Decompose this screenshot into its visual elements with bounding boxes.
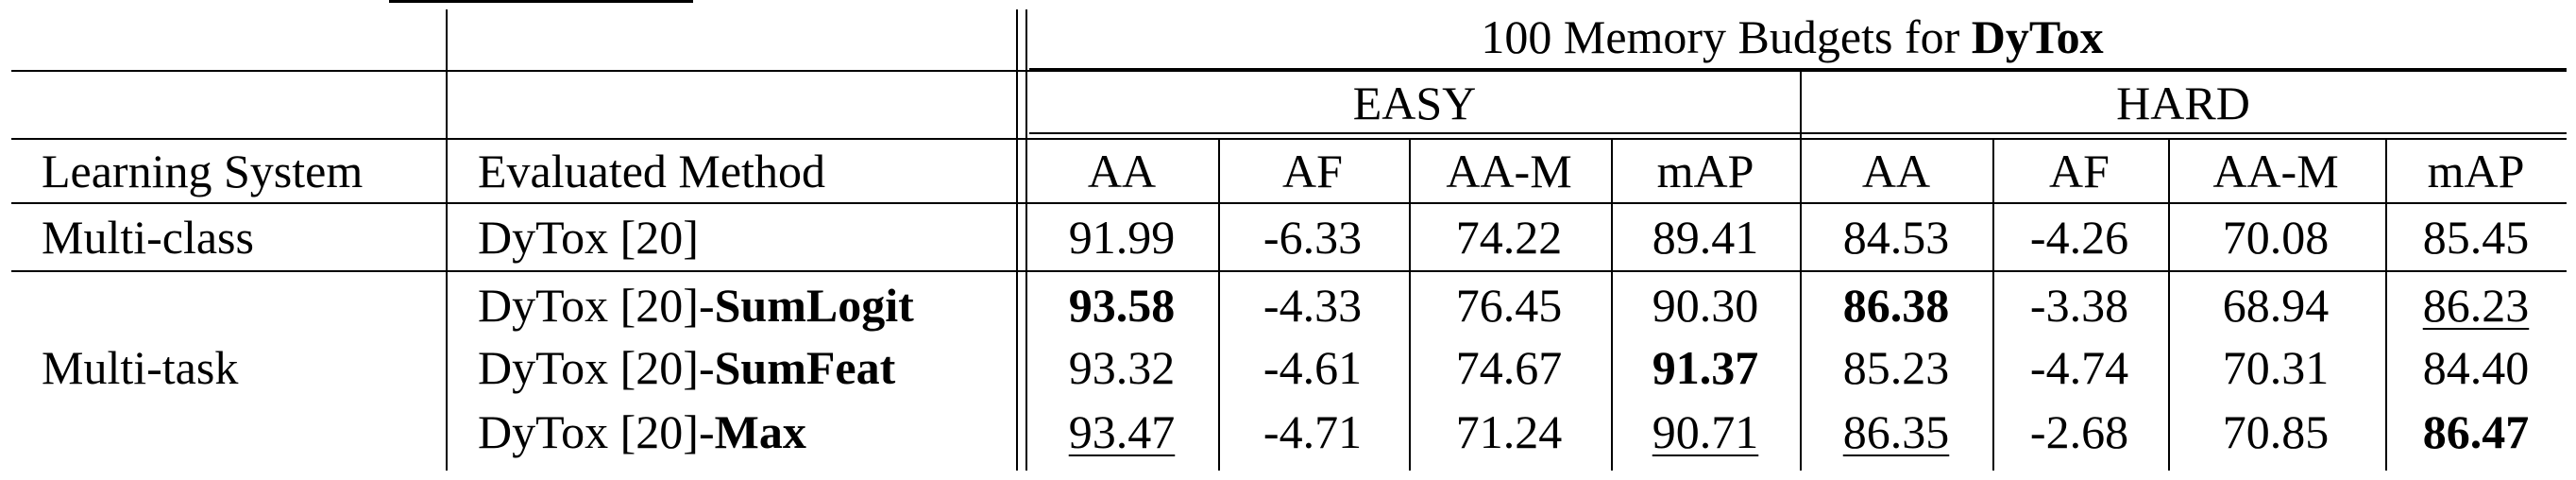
row-sumlogit-method: DyTox [20]-SumLogit xyxy=(478,279,914,332)
vline-easy-aam xyxy=(1409,138,1411,471)
group-easy: EASY xyxy=(1352,77,1477,129)
vline-double-left xyxy=(1016,9,1018,471)
table-cell: -4.71 xyxy=(1263,405,1363,458)
table-cell: 86.38 xyxy=(1842,279,1950,332)
table-cell: 70.31 xyxy=(2222,341,2330,394)
metric-hard-aam: AA-M xyxy=(2212,145,2339,197)
vline-easy-af xyxy=(1218,138,1220,471)
table-cell: -2.68 xyxy=(2029,405,2129,458)
top-rule-fragment xyxy=(389,0,693,3)
table-cell: 74.67 xyxy=(1455,341,1563,394)
row-max-method: DyTox [20]-Max xyxy=(478,405,806,458)
rule-below-budget xyxy=(1029,68,2567,70)
table-cell: 91.99 xyxy=(1068,211,1176,264)
vline-double-right xyxy=(1025,9,1027,471)
table-cell: 93.47 xyxy=(1068,405,1176,458)
table-cell: -6.33 xyxy=(1263,211,1363,264)
metric-hard-af: AF xyxy=(2049,145,2110,197)
budget-prefix: 100 Memory Budgets for xyxy=(1481,10,1960,63)
vline-system-method xyxy=(446,9,448,471)
col-learning-system: Learning System xyxy=(42,145,364,197)
table-cell: 93.58 xyxy=(1068,279,1176,332)
table-cell: 85.23 xyxy=(1842,341,1950,394)
table-cell: 70.85 xyxy=(2222,405,2330,458)
table-cell: 86.23 xyxy=(2422,279,2530,332)
metric-easy-af: AF xyxy=(1282,145,1343,197)
table-cell: -4.33 xyxy=(1263,279,1363,332)
table-cell: -4.26 xyxy=(2029,211,2129,264)
vline-easy-hard xyxy=(1800,70,1802,471)
metric-hard-aa: AA xyxy=(1861,145,1931,197)
table-cell: -3.38 xyxy=(2029,279,2129,332)
table-cell: 90.30 xyxy=(1652,279,1759,332)
group-hard: HARD xyxy=(2116,77,2250,129)
rule-below-multiclass xyxy=(11,270,2567,272)
table-cell: 93.32 xyxy=(1068,341,1176,394)
row-sumfeat-method: DyTox [20]-SumFeat xyxy=(478,341,896,394)
budget-model: DyTox xyxy=(1971,10,2104,63)
table-cell: 86.35 xyxy=(1842,405,1950,458)
rule-below-header-2 xyxy=(11,138,2567,140)
rule-below-header-1 xyxy=(11,70,2567,72)
table-cell: 85.45 xyxy=(2422,211,2530,264)
table-cell: 89.41 xyxy=(1652,211,1759,264)
table-cell: 91.37 xyxy=(1652,341,1759,394)
table-cell: 74.22 xyxy=(1455,211,1563,264)
table-cell: -4.61 xyxy=(1263,341,1363,394)
metric-easy-map: mAP xyxy=(1656,145,1754,197)
table-cell: 68.94 xyxy=(2222,279,2330,332)
rule-below-groups xyxy=(1029,132,2567,134)
metric-easy-aa: AA xyxy=(1087,145,1157,197)
budget-header: 100 Memory Budgets for DyTox xyxy=(1481,13,2103,60)
table-cell: 76.45 xyxy=(1455,279,1563,332)
vline-hard-aam xyxy=(2168,138,2170,471)
table-cell: 90.71 xyxy=(1652,405,1759,458)
vline-hard-map xyxy=(2385,138,2387,471)
row-multiclass-method: DyTox [20] xyxy=(478,211,699,264)
table-cell: 71.24 xyxy=(1455,405,1563,458)
row-multiclass-system: Multi-class xyxy=(42,211,254,264)
table-cell: 86.47 xyxy=(2422,405,2530,458)
table-cell: 84.53 xyxy=(1842,211,1950,264)
row-multitask-system: Multi-task xyxy=(42,341,239,394)
vline-hard-af xyxy=(1992,138,1994,471)
table-cell: 70.08 xyxy=(2222,211,2330,264)
table-cell: -4.74 xyxy=(2029,341,2129,394)
metric-hard-map: mAP xyxy=(2427,145,2525,197)
vline-easy-map xyxy=(1611,138,1613,471)
table-cell: 84.40 xyxy=(2422,341,2530,394)
metric-easy-aam: AA-M xyxy=(1446,145,1572,197)
rule-below-metrics xyxy=(11,202,2567,204)
col-evaluated-method: Evaluated Method xyxy=(478,145,825,197)
